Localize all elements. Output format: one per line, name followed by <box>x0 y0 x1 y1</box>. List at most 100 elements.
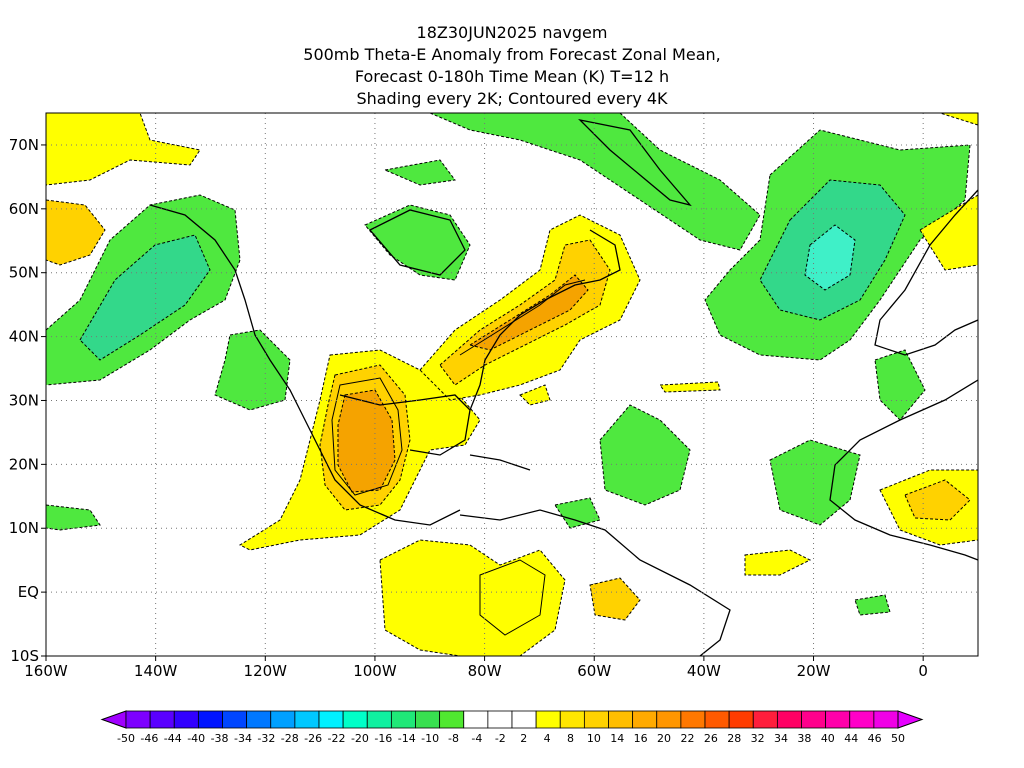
title-line-4: Shading every 2K; Contoured every 4K <box>356 89 668 108</box>
coastline-gulf-of-mexico <box>339 394 471 456</box>
colorbar-swatch <box>776 710 802 729</box>
colorbar-swatch <box>752 710 778 729</box>
lon-tick-label: 40W <box>687 662 721 680</box>
colorbar-label: 44 <box>844 732 858 745</box>
colorbar-label: -50 <box>117 732 135 745</box>
colorbar-label: -32 <box>257 732 275 745</box>
green-anomaly-arctic <box>429 113 761 251</box>
colorbar-label: -20 <box>351 732 369 745</box>
colorbar-swatch <box>173 710 199 729</box>
contour-mexico <box>331 377 403 496</box>
axis-labels: 160W 140W 120W 100W 80W 60W 40W 20W 0 10S EQ 10N 20N… <box>9 136 928 680</box>
colorbar-swatch <box>583 710 609 729</box>
colorbar-label: 26 <box>704 732 718 745</box>
colorbar-label: -2 <box>495 732 506 745</box>
colorbar-swatch <box>559 710 585 729</box>
lat-tick-label: 50N <box>9 264 39 282</box>
colorbar-label: -38 <box>211 732 229 745</box>
gold-anomaly-west-africa <box>904 479 971 521</box>
green-anomaly-pacific-west <box>46 504 101 531</box>
lat-tick-label: EQ <box>18 583 39 601</box>
solid-contours <box>331 279 586 636</box>
colorbar-swatch <box>632 710 658 729</box>
yellow-anomaly-alaska <box>46 113 201 186</box>
colorbar-label: -40 <box>187 732 205 745</box>
yellow-anomaly-greenland-ne <box>939 113 978 126</box>
colorbar-swatch <box>366 710 392 729</box>
colorbar-swatch <box>656 710 682 729</box>
yellow-anomaly-mid-atlantic <box>659 381 721 393</box>
contour-south-america <box>479 559 546 636</box>
coastline-africa <box>829 379 978 561</box>
colorbar-swatch <box>487 710 513 729</box>
lon-tick-label: 140W <box>134 662 178 680</box>
colorbar-label: 40 <box>821 732 835 745</box>
colorbar-label: 34 <box>774 732 788 745</box>
colorbar-label: 10 <box>587 732 601 745</box>
colorbar-swatch <box>294 710 320 729</box>
colorbar-label: 38 <box>797 732 811 745</box>
colorbar-label: 4 <box>544 732 551 745</box>
colorbar-swatch <box>197 710 223 729</box>
lat-tick-label: 20N <box>9 455 39 473</box>
title-line-1: 18Z30JUN2025 navgem <box>416 23 608 42</box>
title-line-3: Forecast 0-180h Time Mean (K) T=12 h <box>354 67 670 86</box>
lat-lon-grid <box>46 113 978 656</box>
yellow-anomaly-bahamas <box>519 384 551 406</box>
colorbar-label: 46 <box>868 732 882 745</box>
colorbar-label: 16 <box>634 732 648 745</box>
map-frame <box>45 112 979 657</box>
colorbar-swatch <box>873 710 899 729</box>
yellow-anomaly-europe <box>919 194 978 271</box>
cyan-anomaly-north-atlantic-core <box>804 224 856 291</box>
colorbar-swatch <box>680 710 706 729</box>
green-anomaly-canada-north <box>383 159 456 186</box>
colorbar-label: -46 <box>140 732 158 745</box>
lon-tick-label: 120W <box>244 662 288 680</box>
teal-anomaly-ne-pacific <box>79 234 211 361</box>
colorbar-swatch <box>825 710 851 729</box>
plot-title: 18Z30JUN2025 navgem 500mb Theta-E Anomal… <box>0 22 1024 110</box>
lat-tick-label: 60N <box>9 200 39 218</box>
colorbar-label: -14 <box>398 732 416 745</box>
colorbar-label: 22 <box>680 732 694 745</box>
gold-anomaly-amazon <box>589 577 641 621</box>
contour-east-coast <box>459 279 586 356</box>
lat-tick-label: 10N <box>9 519 39 537</box>
title-line-2: 500mb Theta-E Anomaly from Forecast Zona… <box>303 45 721 64</box>
colorbar-label: 14 <box>610 732 624 745</box>
gold-anomaly-pacific-nw <box>46 199 106 266</box>
colorbar-arrow-low <box>100 710 127 729</box>
colorbar-swatch <box>149 710 175 729</box>
map-panel <box>46 113 978 656</box>
colorbar-label: 2 <box>520 732 527 745</box>
colorbar-label: -16 <box>374 732 392 745</box>
lon-tick-label: 100W <box>353 662 397 680</box>
colorbar-swatch <box>390 710 416 729</box>
lon-tick-label: 80W <box>468 662 502 680</box>
colorbar-swatch <box>801 710 827 729</box>
colorbar-label: -8 <box>448 732 459 745</box>
colorbar-label: -34 <box>234 732 252 745</box>
colorbar-label: -44 <box>164 732 182 745</box>
yellow-anomaly-south-america <box>379 539 566 656</box>
lat-tick-label: 70N <box>9 136 39 154</box>
colorbar-label: -10 <box>421 732 439 745</box>
green-anomaly-south-atlantic <box>854 594 891 616</box>
colorbar-swatch <box>704 710 730 729</box>
colorbar-swatch <box>439 710 465 729</box>
lat-tick-label: 30N <box>9 391 39 409</box>
colorbar-label: -22 <box>328 732 346 745</box>
colorbar-label: -28 <box>281 732 299 745</box>
colorbar-label: -26 <box>304 732 322 745</box>
colorbar-arrow-high <box>897 710 924 729</box>
lat-tick-label: 10S <box>10 647 39 665</box>
colorbar-swatch <box>415 710 441 729</box>
green-anomaly-west-coast <box>214 329 291 411</box>
colorbar-swatch <box>246 710 272 729</box>
colorbar-swatch <box>728 710 754 729</box>
colorbar-label: 50 <box>891 732 905 745</box>
green-anomaly-east-atlantic <box>874 349 926 421</box>
coastline-cuba <box>469 454 531 471</box>
coastlines <box>149 118 978 656</box>
